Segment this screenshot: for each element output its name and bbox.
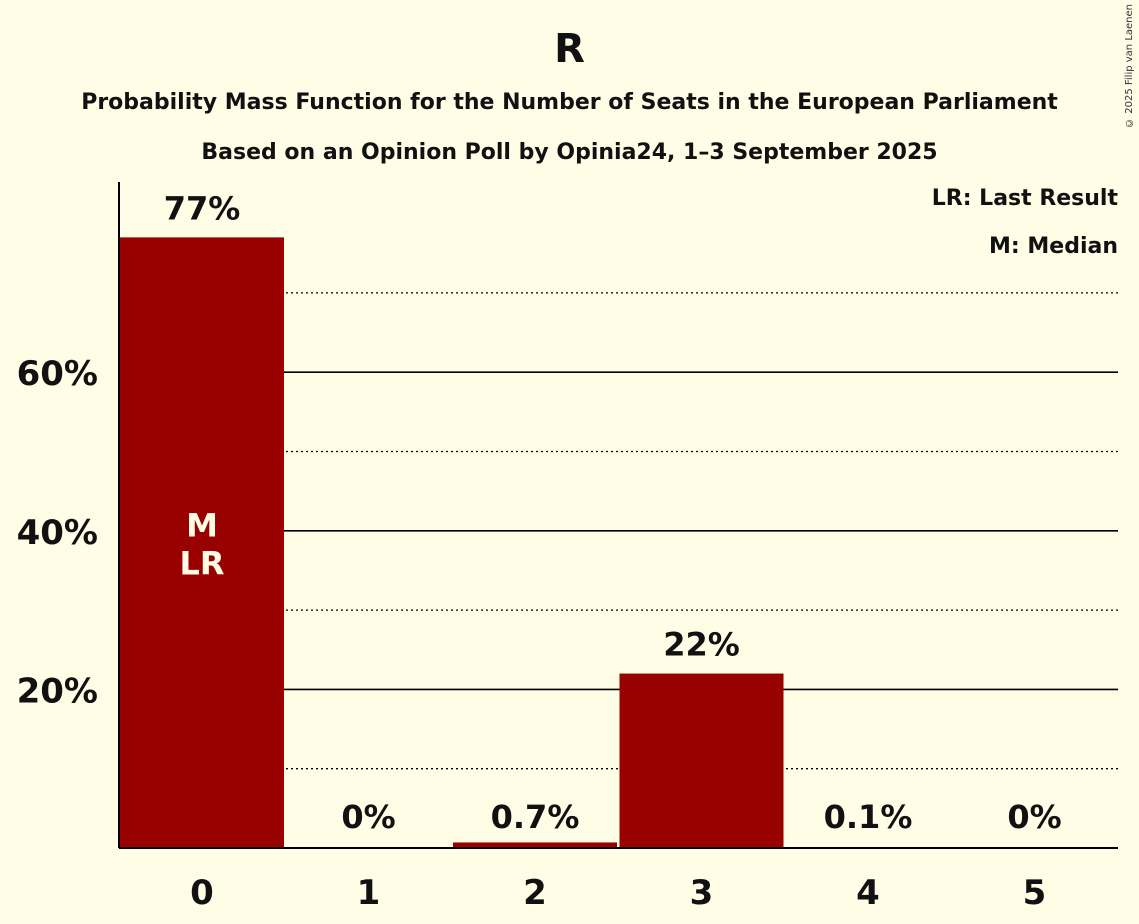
value-label-background [318, 794, 419, 838]
chart-subtitle: Probability Mass Function for the Number… [81, 90, 1058, 115]
bar-value-label: 0% [341, 798, 395, 836]
x-tick-label: 3 [690, 873, 714, 913]
value-label-background [485, 794, 585, 838]
y-tick-label: 40% [17, 513, 98, 553]
chart-subtitle-source: Based on an Opinion Poll by Opinia24, 1–… [201, 140, 938, 165]
bar-annotation: M [186, 507, 218, 545]
legend-median: M: Median [989, 234, 1118, 259]
y-tick-label: 20% [17, 671, 98, 711]
bar-value-label: 0.7% [491, 798, 580, 836]
x-tick-label: 5 [1023, 873, 1047, 913]
bar [619, 673, 784, 848]
value-label-background [818, 794, 918, 838]
bar [120, 237, 284, 848]
bar-value-label: 77% [164, 189, 241, 227]
bar [453, 842, 617, 848]
value-label-background [984, 794, 1085, 838]
value-label-background [152, 185, 252, 230]
y-tick-label: 60% [17, 354, 98, 394]
bar-value-label: 0% [1007, 798, 1061, 836]
bar-value-label: 22% [663, 626, 740, 664]
value-label-background [651, 621, 752, 666]
x-tick-label: 1 [357, 873, 381, 913]
x-tick-label: 2 [523, 873, 547, 913]
x-tick-label: 4 [856, 873, 880, 913]
bar-annotation: LR [179, 545, 224, 583]
bar-value-label: 0.1% [824, 798, 913, 836]
chart-title: R [554, 26, 585, 72]
legend-last-result: LR: Last Result [931, 186, 1118, 211]
x-tick-label: 0 [190, 873, 214, 913]
